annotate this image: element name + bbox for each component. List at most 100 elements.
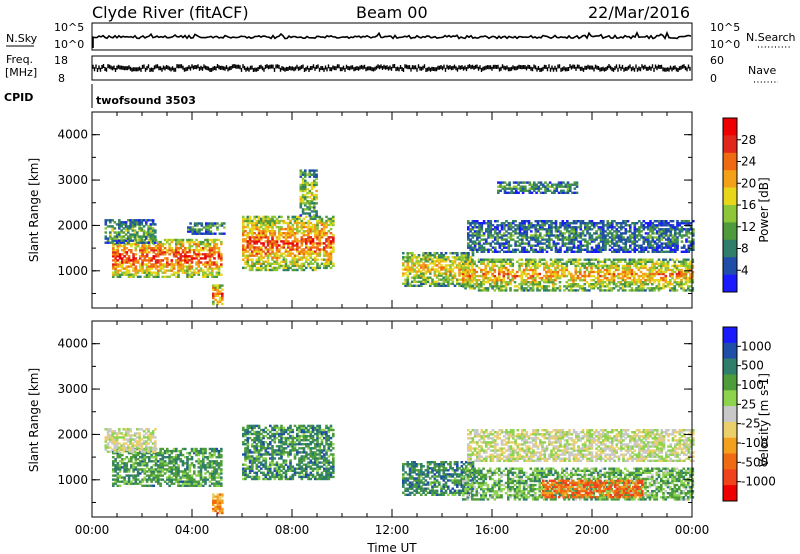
power-echo-cell xyxy=(579,228,583,231)
power-echo-cell xyxy=(680,234,684,237)
power-echo-cell xyxy=(257,217,261,221)
power-echo-cell xyxy=(329,246,333,249)
power-echo-cell xyxy=(543,248,547,251)
power-echo-cell xyxy=(531,258,535,261)
beam-title: Beam 00 xyxy=(356,3,428,22)
power-echo-cell xyxy=(565,266,569,270)
power-echo-cell xyxy=(680,260,683,263)
power-echo-cell xyxy=(617,248,621,251)
power-echo-cell xyxy=(615,274,618,278)
power-echo-cell xyxy=(543,268,546,272)
power-echo-cell xyxy=(608,240,612,243)
power-echo-cell xyxy=(429,282,432,285)
power-echo-cell xyxy=(266,262,270,265)
power-echo-cell xyxy=(139,247,142,250)
power-echo-cell xyxy=(651,264,654,268)
power-echo-cell xyxy=(282,260,286,263)
power-echo-cell xyxy=(179,267,183,270)
power-echo-cell xyxy=(622,236,625,239)
power-echo-cell xyxy=(305,246,308,249)
power-echo-cell xyxy=(420,284,423,287)
power-echo-cell xyxy=(287,266,290,270)
power-echo-cell xyxy=(447,270,450,273)
power-echo-cell xyxy=(148,261,151,264)
velocity-echo-cell xyxy=(150,480,153,483)
power-echo-cell xyxy=(293,236,297,239)
power-echo-cell xyxy=(523,228,526,231)
power-echo-cell xyxy=(684,279,688,282)
power-echo-cell xyxy=(422,274,425,277)
power-echo-cell xyxy=(305,221,308,225)
power-echo-cell xyxy=(657,285,661,288)
power-echo-cell xyxy=(486,264,490,268)
power-echo-cell xyxy=(624,222,628,225)
power-echo-cell xyxy=(642,248,646,251)
power-echo-cell xyxy=(198,230,201,233)
power-echo-cell xyxy=(660,236,664,239)
power-echo-cell xyxy=(579,236,583,239)
power-echo-cell xyxy=(626,264,629,268)
power-echo-cell xyxy=(140,219,144,222)
power-echo-cell xyxy=(257,262,261,265)
power-echo-cell xyxy=(675,276,679,280)
power-echo-cell xyxy=(606,289,609,292)
power-echo-cell xyxy=(469,248,472,251)
power-echo-cell xyxy=(629,236,632,239)
power-echo-cell xyxy=(624,244,628,247)
power-echo-cell xyxy=(325,238,328,241)
power-echo-cell xyxy=(671,226,675,229)
power-echo-cell xyxy=(527,228,531,231)
power-echo-cell xyxy=(291,240,295,243)
power-echo-cell xyxy=(242,230,245,233)
power-echo-cell xyxy=(161,249,165,252)
power-echo-cell xyxy=(271,246,274,249)
power-echo-cell xyxy=(542,191,545,194)
power-echo-cell xyxy=(141,267,144,270)
power-echo-cell xyxy=(512,222,515,225)
power-echo-cell xyxy=(120,235,123,238)
power-echo-cell xyxy=(561,240,565,243)
power-echo-cell xyxy=(665,246,668,249)
power-echo-cell xyxy=(637,285,641,288)
velocity-echo-cell xyxy=(157,468,160,471)
power-echo-cell xyxy=(673,266,677,270)
power-echo-cell xyxy=(484,274,488,278)
power-echo-cell xyxy=(633,222,637,225)
power-echo-cell xyxy=(449,266,452,269)
power-echo-cell xyxy=(417,254,421,257)
velocity-echo-cell xyxy=(116,462,120,465)
power-echo-cell xyxy=(424,266,428,269)
freq-tick-top: 18 xyxy=(54,54,68,67)
power-echo-cell xyxy=(150,273,153,276)
power-echo-cell xyxy=(604,238,607,241)
power-echo-cell xyxy=(314,223,317,227)
power-echo-cell xyxy=(302,223,306,227)
power-echo-cell xyxy=(284,248,288,251)
power-echo-cell xyxy=(476,220,479,223)
power-echo-cell xyxy=(289,225,292,229)
power-echo-cell xyxy=(451,276,455,279)
power-echo-cell xyxy=(610,266,614,270)
power-echo-cell xyxy=(444,268,448,271)
power-echo-cell xyxy=(402,274,405,277)
power-echo-cell xyxy=(518,262,521,265)
power-echo-cell xyxy=(282,268,286,272)
power-echo-cell xyxy=(615,250,619,253)
power-echo-cell xyxy=(626,248,630,251)
power-echo-cell xyxy=(262,232,265,235)
power-echo-cell xyxy=(127,235,130,238)
power-echo-cell xyxy=(211,238,214,242)
power-echo-cell xyxy=(509,250,513,253)
power-echo-cell xyxy=(186,267,189,270)
power-echo-cell xyxy=(590,274,593,278)
power-echo-cell xyxy=(592,270,596,274)
power-echo-cell xyxy=(525,274,528,278)
power-echo-cell xyxy=(651,262,654,265)
velocity-echo-cell xyxy=(127,460,131,463)
power-echo-cell xyxy=(112,265,115,268)
power-echo-cell xyxy=(671,270,674,274)
power-echo-cell xyxy=(186,255,189,258)
power-echo-cell xyxy=(563,262,566,265)
velocity-echo-cell xyxy=(161,451,165,455)
power-echo-cell xyxy=(257,256,261,259)
